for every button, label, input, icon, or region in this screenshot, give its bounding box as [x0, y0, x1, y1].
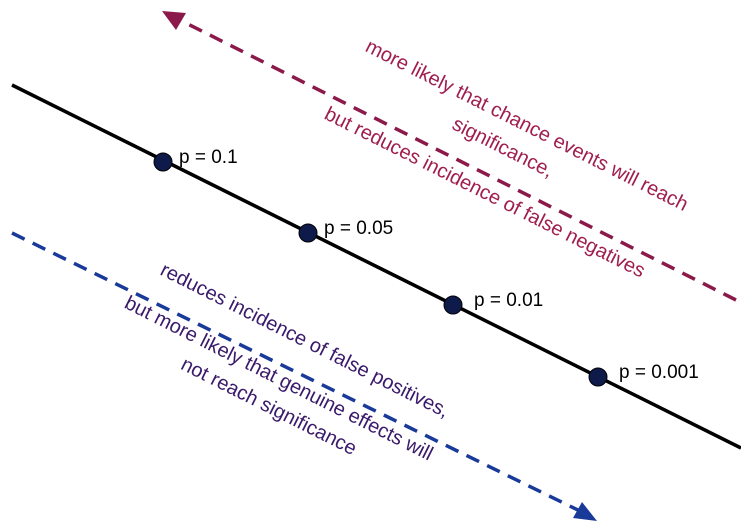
- upper-arrow: [162, 11, 737, 302]
- lower-arrowhead-icon: [573, 502, 597, 521]
- lower-dashed-line: [11, 231, 583, 514]
- threshold-points: p = 0.1 p = 0.05 p = 0.01 p = 0.001: [153, 147, 699, 387]
- point-label: p = 0.05: [324, 218, 393, 239]
- point-p-0-01: p = 0.01: [443, 290, 543, 315]
- point-marker: [443, 295, 463, 315]
- upper-note-line-1: more likely that chance events will reac…: [362, 35, 692, 215]
- threshold-line: [11, 83, 741, 450]
- point-marker: [153, 152, 173, 172]
- point-p-0-001: p = 0.001: [588, 362, 699, 387]
- point-marker: [298, 223, 318, 243]
- upper-dashed-line: [171, 14, 737, 302]
- upper-arrowhead-icon: [162, 11, 186, 30]
- point-label: p = 0.01: [474, 290, 543, 311]
- upper-note: more likely that chance events will reac…: [321, 35, 692, 282]
- point-p-0-05: p = 0.05: [298, 218, 393, 243]
- point-p-0-1: p = 0.1: [153, 147, 238, 172]
- point-label: p = 0.1: [179, 147, 238, 168]
- lower-arrow: [11, 231, 597, 521]
- point-label: p = 0.001: [619, 362, 699, 383]
- lower-note: reduces incidence of false positives, bu…: [121, 259, 453, 465]
- point-marker: [588, 367, 608, 387]
